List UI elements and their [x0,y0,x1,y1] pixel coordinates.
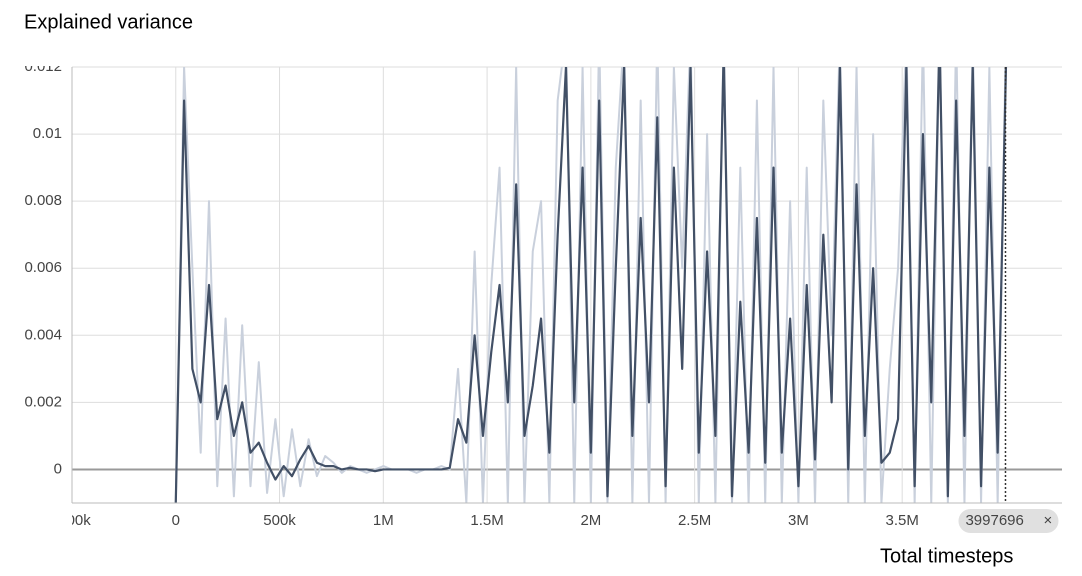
chart-title: Explained variance [24,11,193,33]
plot-area [174,67,1008,503]
hover-close[interactable]: × [1043,512,1052,529]
x-tick-label: 3.5M [886,512,919,529]
y-tick-label: 0.002 [24,393,62,410]
y-tick-label: 0 [54,460,62,477]
hover-value: 3997696 [965,512,1023,529]
x-tick-label: 500k [263,512,296,529]
y-tick-label: 0.01 [33,125,62,142]
x-tick-label: 1.5M [470,512,503,529]
y-tick-label: 0.004 [24,326,62,343]
y-tick-label: 0.012 [24,58,62,75]
x-tick-label: 3M [788,512,809,529]
hover-chip [958,509,1059,533]
y-tick-label: 0.008 [24,192,62,209]
y-tick-label: 0.006 [24,259,62,276]
x-axis-label: Total timesteps [880,545,1013,567]
x-tick-label: 2.5M [678,512,711,529]
x-tick-label: 1M [373,512,394,529]
series-line [174,67,1008,503]
x-tick-label: 0 [172,512,180,529]
x-tick-label: 2M [580,512,601,529]
x-tick-label: -500k [53,512,91,529]
hover-marker: 3997696 × [958,67,1059,533]
x-tick-labels: -500k 0 500k 1M 1.5M 2M 2.5M 3M 3.5M [53,512,919,529]
y-tick-labels: 0 0.002 0.004 0.006 0.008 0.01 0.012 [24,58,62,477]
